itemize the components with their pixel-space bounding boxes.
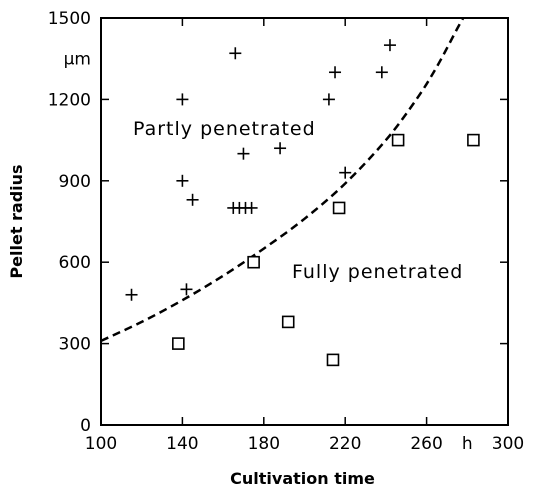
plus-marker [375, 66, 388, 79]
x-axis-title: Cultivation time [230, 469, 375, 488]
x-tick-label: 220 [329, 434, 361, 454]
plus-marker [229, 47, 242, 60]
boundary-curve [100, 17, 465, 343]
x-tick-label: 100 [85, 434, 117, 454]
y-tick-label: 900 [59, 172, 91, 192]
y-tick-label: 300 [59, 335, 91, 355]
plus-marker [329, 66, 342, 79]
x-tick-label: 140 [166, 434, 198, 454]
square-marker [281, 315, 295, 329]
plus-marker [274, 142, 287, 155]
plus-marker [186, 193, 199, 206]
y-tick-label: 600 [59, 253, 91, 273]
plus-marker [237, 147, 250, 160]
square-marker [332, 201, 346, 215]
x-tick-label: 260 [410, 434, 442, 454]
x-unit-label: h [462, 434, 473, 454]
plus-marker [176, 174, 189, 187]
plus-marker [245, 201, 258, 214]
square-marker [172, 337, 185, 350]
square-marker [391, 133, 405, 147]
plus-marker [383, 39, 396, 52]
square-marker [467, 133, 480, 147]
y-unit-label: µm [64, 50, 91, 70]
annotation-fully-penetrated: Fully penetrated [292, 261, 463, 283]
square-marker [326, 353, 340, 367]
annotation-partly-penetrated: Partly penetrated [133, 118, 316, 140]
y-tick-label: 1500 [48, 9, 91, 29]
plus-marker [180, 283, 193, 296]
y-tick-label: 0 [80, 416, 91, 436]
plot-frame [100, 17, 509, 426]
plus-marker [176, 93, 189, 106]
x-tick-label: 180 [248, 434, 280, 454]
plus-marker [125, 288, 138, 301]
y-tick-label: 1200 [48, 90, 91, 110]
x-tick-label: 300 [492, 434, 524, 454]
y-axis-title: Pellet radius [7, 164, 26, 278]
plus-marker [322, 93, 335, 106]
square-marker [247, 255, 260, 269]
plus-marker [339, 166, 352, 179]
